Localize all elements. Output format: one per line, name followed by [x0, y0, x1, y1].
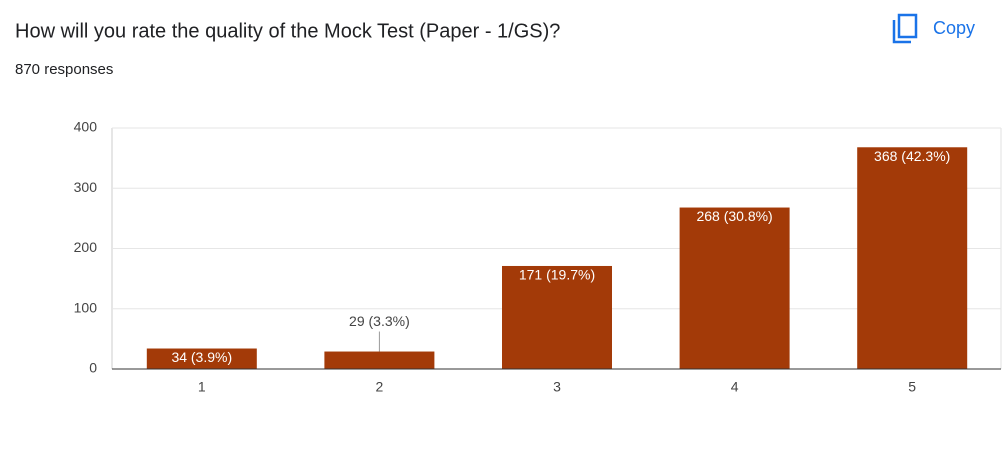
bar: [502, 265, 612, 369]
x-tick-label: 5: [908, 379, 916, 395]
data-label: 29 (3.3%): [349, 313, 410, 329]
bar: [324, 351, 435, 369]
y-tick-label: 400: [74, 119, 98, 135]
bar: [679, 207, 790, 369]
data-label: 368 (42.3%): [874, 148, 950, 164]
y-tick-label: 200: [74, 239, 98, 255]
copy-icon[interactable]: [892, 20, 911, 44]
y-tick-label: 100: [74, 299, 98, 315]
x-tick-label: 3: [553, 379, 561, 395]
bar: [857, 147, 968, 369]
x-tick-label: 4: [731, 379, 739, 395]
copy-icon[interactable]: [897, 13, 918, 39]
data-label: 171 (19.7%): [519, 267, 595, 283]
y-tick-label: 0: [89, 360, 97, 376]
x-tick-label: 1: [198, 379, 206, 395]
y-tick-label: 300: [74, 179, 98, 195]
data-label: 268 (30.8%): [696, 208, 772, 224]
chart-subtitle: 870 responses: [15, 61, 113, 78]
bar: [146, 348, 257, 369]
copy-label[interactable]: Copy: [933, 18, 975, 38]
copy-button[interactable]: Copy: [890, 12, 990, 48]
x-tick-label: 2: [376, 379, 384, 395]
data-label: 34 (3.9%): [171, 349, 232, 365]
chart-title: How will you rate the quality of the Moc…: [15, 20, 560, 42]
